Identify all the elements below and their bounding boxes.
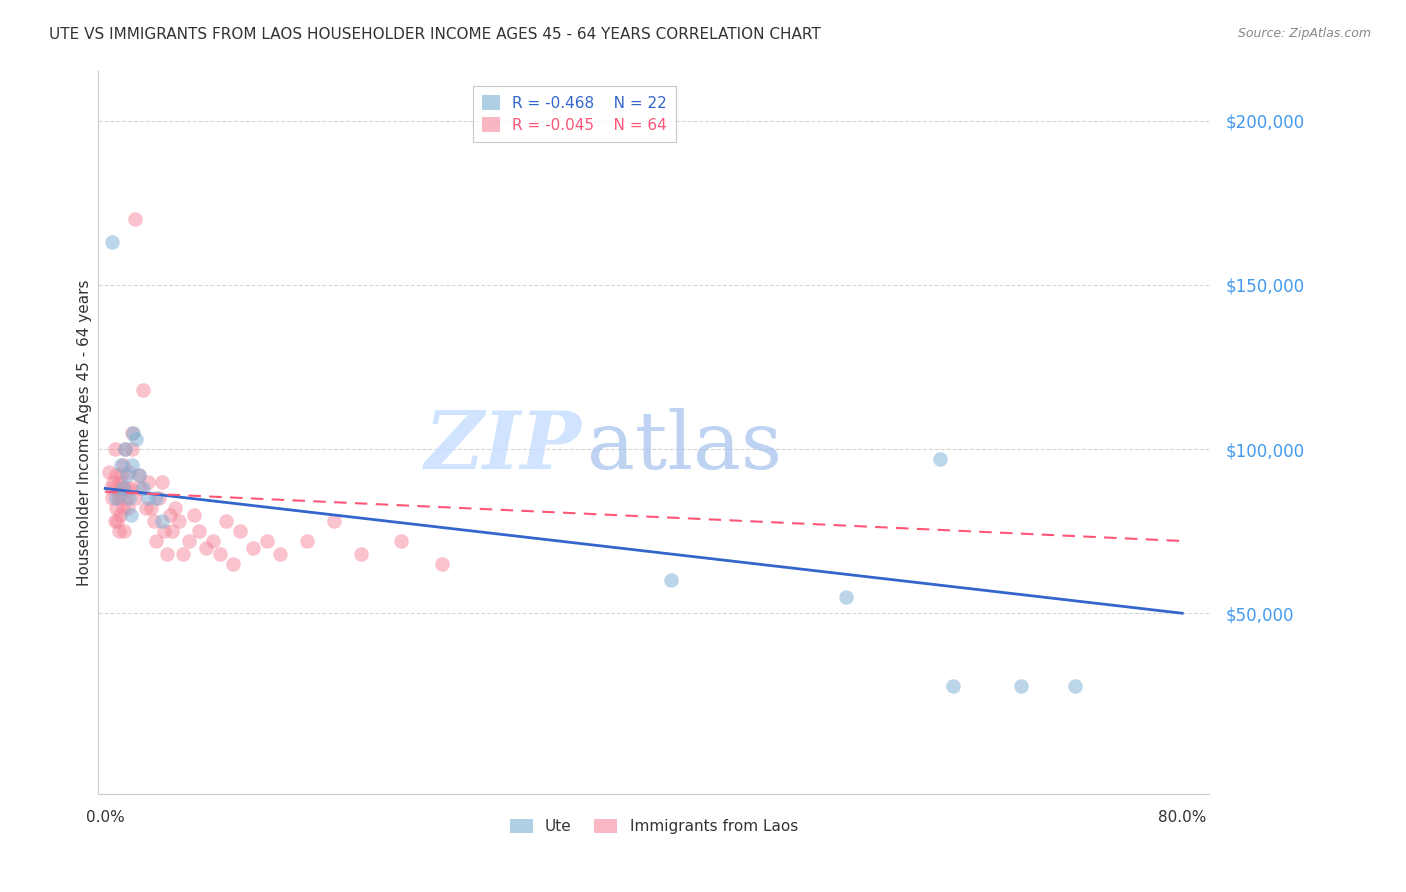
Point [120,508,142,522]
Point [201,533,224,548]
Point [128,468,150,483]
Point [177,533,200,548]
Point [323,514,346,528]
Point [135,501,157,516]
Point [105,514,128,528]
Text: UTE VS IMMIGRANTS FROM LAOS HOUSEHOLDER INCOME AGES 45 - 64 YEARS CORRELATION CH: UTE VS IMMIGRANTS FROM LAOS HOUSEHOLDER … [49,27,821,42]
Point [121,458,143,473]
Point [167,514,190,528]
Point [118,491,141,506]
Point [110,468,132,483]
Point [112,482,135,496]
Point [162,524,184,538]
Point [150,514,173,528]
Point [104,501,127,516]
Point [150,475,173,489]
Point [103,475,125,489]
Point [942,678,965,692]
Legend: Ute, Immigrants from Laos: Ute, Immigrants from Laos [503,813,804,840]
Point [222,557,245,571]
Point [110,458,132,473]
Text: Source: ZipAtlas.com: Source: ZipAtlas.com [1237,27,1371,40]
Text: atlas: atlas [588,408,782,486]
Y-axis label: Householder Income Ages 45 - 64 years: Householder Income Ages 45 - 64 years [77,279,91,586]
Point [117,501,139,516]
Point [101,235,124,249]
Point [108,475,131,489]
Point [107,491,129,506]
Point [145,491,167,506]
Point [118,465,141,479]
Point [928,451,950,466]
Point [183,508,205,522]
Point [229,524,252,538]
Point [107,524,129,538]
Point [122,425,145,440]
Point [114,442,136,456]
Point [172,547,194,561]
Point [159,508,181,522]
Point [121,425,143,440]
Point [142,514,165,528]
Point [834,590,856,604]
Point [188,524,211,538]
Point [1063,678,1085,692]
Point [242,541,264,555]
Point [153,524,176,538]
Point [104,491,127,506]
Point [156,547,179,561]
Point [124,212,146,227]
Point [103,514,125,528]
Point [145,533,167,548]
Text: ZIP: ZIP [425,409,582,486]
Point [100,482,122,496]
Point [114,442,136,456]
Point [129,482,152,496]
Point [115,482,138,496]
Point [139,501,162,516]
Point [1010,678,1032,692]
Point [98,465,121,479]
Point [659,574,682,588]
Point [101,491,124,506]
Point [128,468,150,483]
Point [111,482,134,496]
Point [136,475,159,489]
Point [104,468,127,483]
Point [215,514,238,528]
Point [124,491,146,506]
Point [256,533,278,548]
Point [389,533,412,548]
Point [132,383,155,397]
Point [136,491,159,506]
Point [103,442,125,456]
Point [111,501,134,516]
Point [165,501,187,516]
Point [115,468,138,483]
Point [114,491,136,506]
Point [295,533,318,548]
Point [110,488,132,502]
Point [132,482,155,496]
Point [148,491,170,506]
Point [208,547,231,561]
Point [125,432,148,446]
Point [269,547,291,561]
Point [108,508,131,522]
Point [195,541,218,555]
Point [120,482,142,496]
Point [121,442,143,456]
Point [350,547,373,561]
Point [430,557,453,571]
Point [105,482,128,496]
Point [112,524,135,538]
Point [111,458,134,473]
